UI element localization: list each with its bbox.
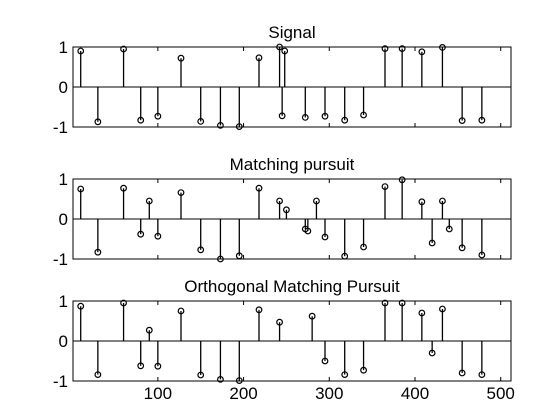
stem-marker xyxy=(281,47,289,55)
stem-marker xyxy=(94,248,102,256)
stem-marker xyxy=(137,116,145,124)
stem-marker xyxy=(308,312,316,320)
stem-marker xyxy=(458,117,466,124)
stem-marker xyxy=(398,45,406,52)
stem-marker xyxy=(458,244,466,252)
y-tick-label: -1 xyxy=(53,250,68,269)
stem-marker xyxy=(341,252,349,260)
stem-marker xyxy=(418,309,426,317)
stem-marker xyxy=(439,44,446,51)
stem-marker xyxy=(94,371,102,379)
stem-marker xyxy=(145,326,153,334)
stem-marker xyxy=(77,185,85,193)
stem-marker xyxy=(360,111,367,119)
stem-marker xyxy=(154,232,162,240)
stem-marker xyxy=(478,251,486,259)
stem-marker xyxy=(145,197,153,205)
stem-marker xyxy=(398,299,406,307)
stem-marker xyxy=(341,371,349,379)
y-tick-label: 0 xyxy=(59,78,68,97)
subplot-orthogonal-matching-pursuit: Orthogonal Matching Pursuit 100 200 300 400… xyxy=(53,277,515,403)
stem-marker xyxy=(458,369,466,377)
stem-marker xyxy=(235,252,243,260)
x-tick-label: 300 xyxy=(315,384,343,403)
stem-marker xyxy=(283,206,290,214)
stem-marker xyxy=(177,54,185,62)
stem-marker xyxy=(278,112,286,120)
stem-marker xyxy=(428,239,436,247)
subplot-matching-pursuit: Matching pursuit -1 0 1 xyxy=(53,155,512,269)
y-tick-label: 1 xyxy=(59,292,68,311)
stem-marker xyxy=(120,184,127,192)
stem-marker xyxy=(445,225,453,233)
stem-marker xyxy=(137,362,145,370)
y-tick-label: -1 xyxy=(53,372,68,391)
x-tick-label: 200 xyxy=(229,384,257,403)
stem-marker xyxy=(341,116,349,124)
stem-marker xyxy=(255,54,263,62)
stem-marker xyxy=(418,48,426,56)
y-tick-label: -1 xyxy=(53,118,68,137)
stem-marker xyxy=(360,243,367,251)
y-tick-label: 1 xyxy=(59,170,68,189)
stem-marker xyxy=(120,299,127,307)
subplot-title: Signal xyxy=(268,23,315,42)
stem-marker xyxy=(137,230,145,238)
stem-marker xyxy=(77,302,85,310)
stem-marker xyxy=(154,112,162,120)
stem-marker xyxy=(154,362,162,370)
x-tick-label: 100 xyxy=(144,384,172,403)
stem-marker xyxy=(398,176,406,184)
stem-marker xyxy=(197,371,205,379)
stem-marker xyxy=(120,45,127,53)
stem-marker xyxy=(255,306,263,314)
stem-marker xyxy=(217,376,224,383)
y-tick-label: 0 xyxy=(59,332,68,351)
y-tick-label: 0 xyxy=(59,210,68,229)
stem-marker xyxy=(217,121,224,129)
subplot-title: Orthogonal Matching Pursuit xyxy=(184,277,400,296)
stem-marker xyxy=(77,47,85,55)
stem-marker xyxy=(276,318,283,326)
x-tick-label: 500 xyxy=(487,384,515,403)
stem-marker xyxy=(321,112,329,120)
stem-marker xyxy=(255,184,263,192)
stem-marker xyxy=(235,377,243,385)
stem-marker xyxy=(276,197,283,205)
stem-marker xyxy=(235,123,243,130)
stem-marker xyxy=(381,45,389,52)
stem-marker xyxy=(197,246,205,254)
stem-marker xyxy=(439,305,446,313)
stem-marker xyxy=(177,307,185,315)
stem-marker xyxy=(313,197,320,205)
stem-marker xyxy=(418,198,426,206)
stem-marker xyxy=(478,371,486,379)
stem-marker xyxy=(381,299,389,307)
stem-marker xyxy=(94,118,102,126)
stem-marker xyxy=(428,349,436,357)
stem-marker xyxy=(321,357,329,365)
y-tick-label: 1 xyxy=(59,38,68,57)
stem-marker xyxy=(478,116,486,124)
stem-marker xyxy=(439,197,446,205)
stem-marker xyxy=(360,366,367,374)
stem-marker xyxy=(197,117,205,125)
subplot-signal: Signal -1 0 1 xyxy=(53,23,512,137)
stem-marker xyxy=(301,113,309,121)
x-tick-label: 400 xyxy=(401,384,429,403)
stem-marker xyxy=(217,255,224,263)
stem-marker xyxy=(177,189,185,197)
stem-marker xyxy=(321,233,329,241)
stem-marker xyxy=(276,43,283,51)
stem-marker xyxy=(381,183,389,191)
stem-marker xyxy=(304,227,312,235)
subplot-title: Matching pursuit xyxy=(230,155,355,174)
